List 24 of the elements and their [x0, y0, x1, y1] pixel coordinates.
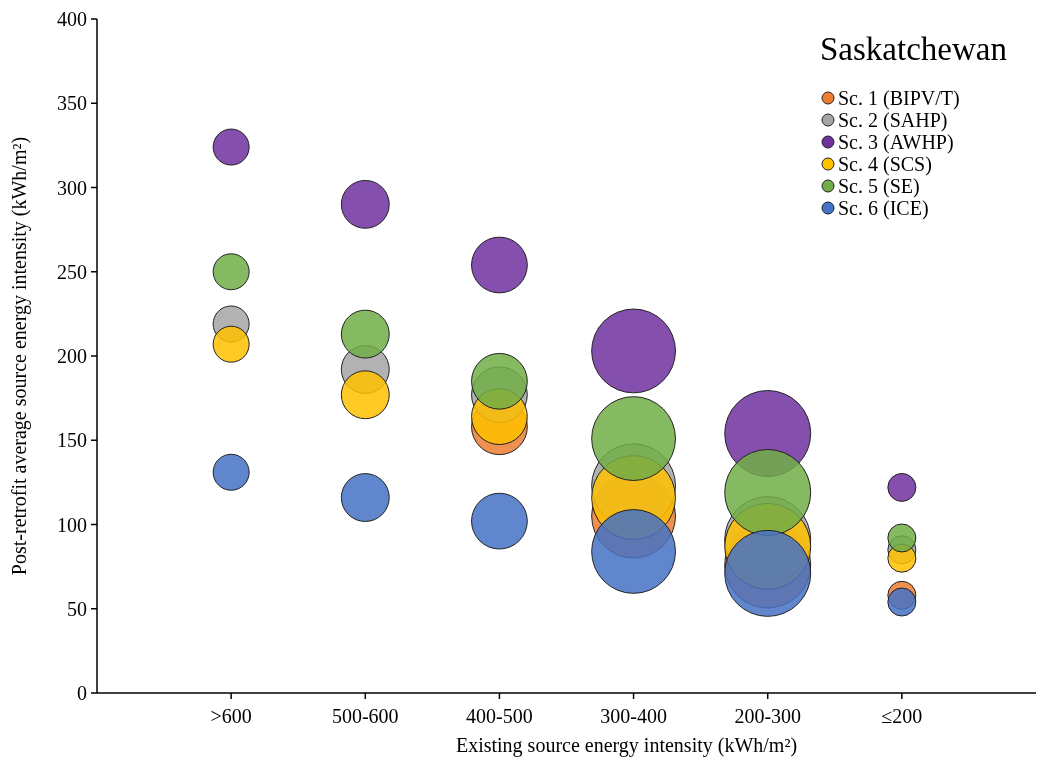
y-tick-label: 250	[57, 260, 87, 283]
y-axis-title: Post-retrofit average source energy intensity (kWh/m²)	[8, 136, 31, 576]
x-tick-label: >600	[210, 705, 252, 727]
legend-label: Sc. 2 (SAHP)	[838, 109, 948, 132]
x-tick-label: ≤200	[881, 705, 923, 727]
legend-label: Sc. 4 (SCS)	[838, 153, 932, 176]
legend-label: Sc. 6 (ICE)	[838, 197, 929, 220]
y-tick-label: 50	[67, 597, 87, 620]
x-tick-label: 300-400	[600, 705, 667, 727]
y-tick-label: 400	[57, 8, 87, 30]
x-tick-label: 500-600	[331, 705, 399, 727]
y-tick-label: 300	[57, 176, 87, 199]
x-axis-title: Existing source energy intensity (kWh/m²)	[455, 734, 798, 757]
legend-label: Sc. 3 (AWHP)	[838, 131, 954, 154]
y-tick-label: 350	[57, 92, 87, 115]
legend-label: Sc. 5 (SE)	[838, 175, 920, 198]
y-tick-label: 0	[77, 682, 87, 704]
x-tick-label: 200-300	[734, 705, 802, 727]
legend-title: Saskatchewan	[820, 31, 1007, 67]
y-tick-label: 100	[57, 513, 87, 536]
legend-label: Sc. 1 (BIPV/T)	[838, 87, 960, 110]
y-tick-label: 150	[57, 429, 87, 452]
x-tick-label: 400-500	[466, 705, 533, 727]
y-tick-label: 200	[57, 345, 87, 367]
